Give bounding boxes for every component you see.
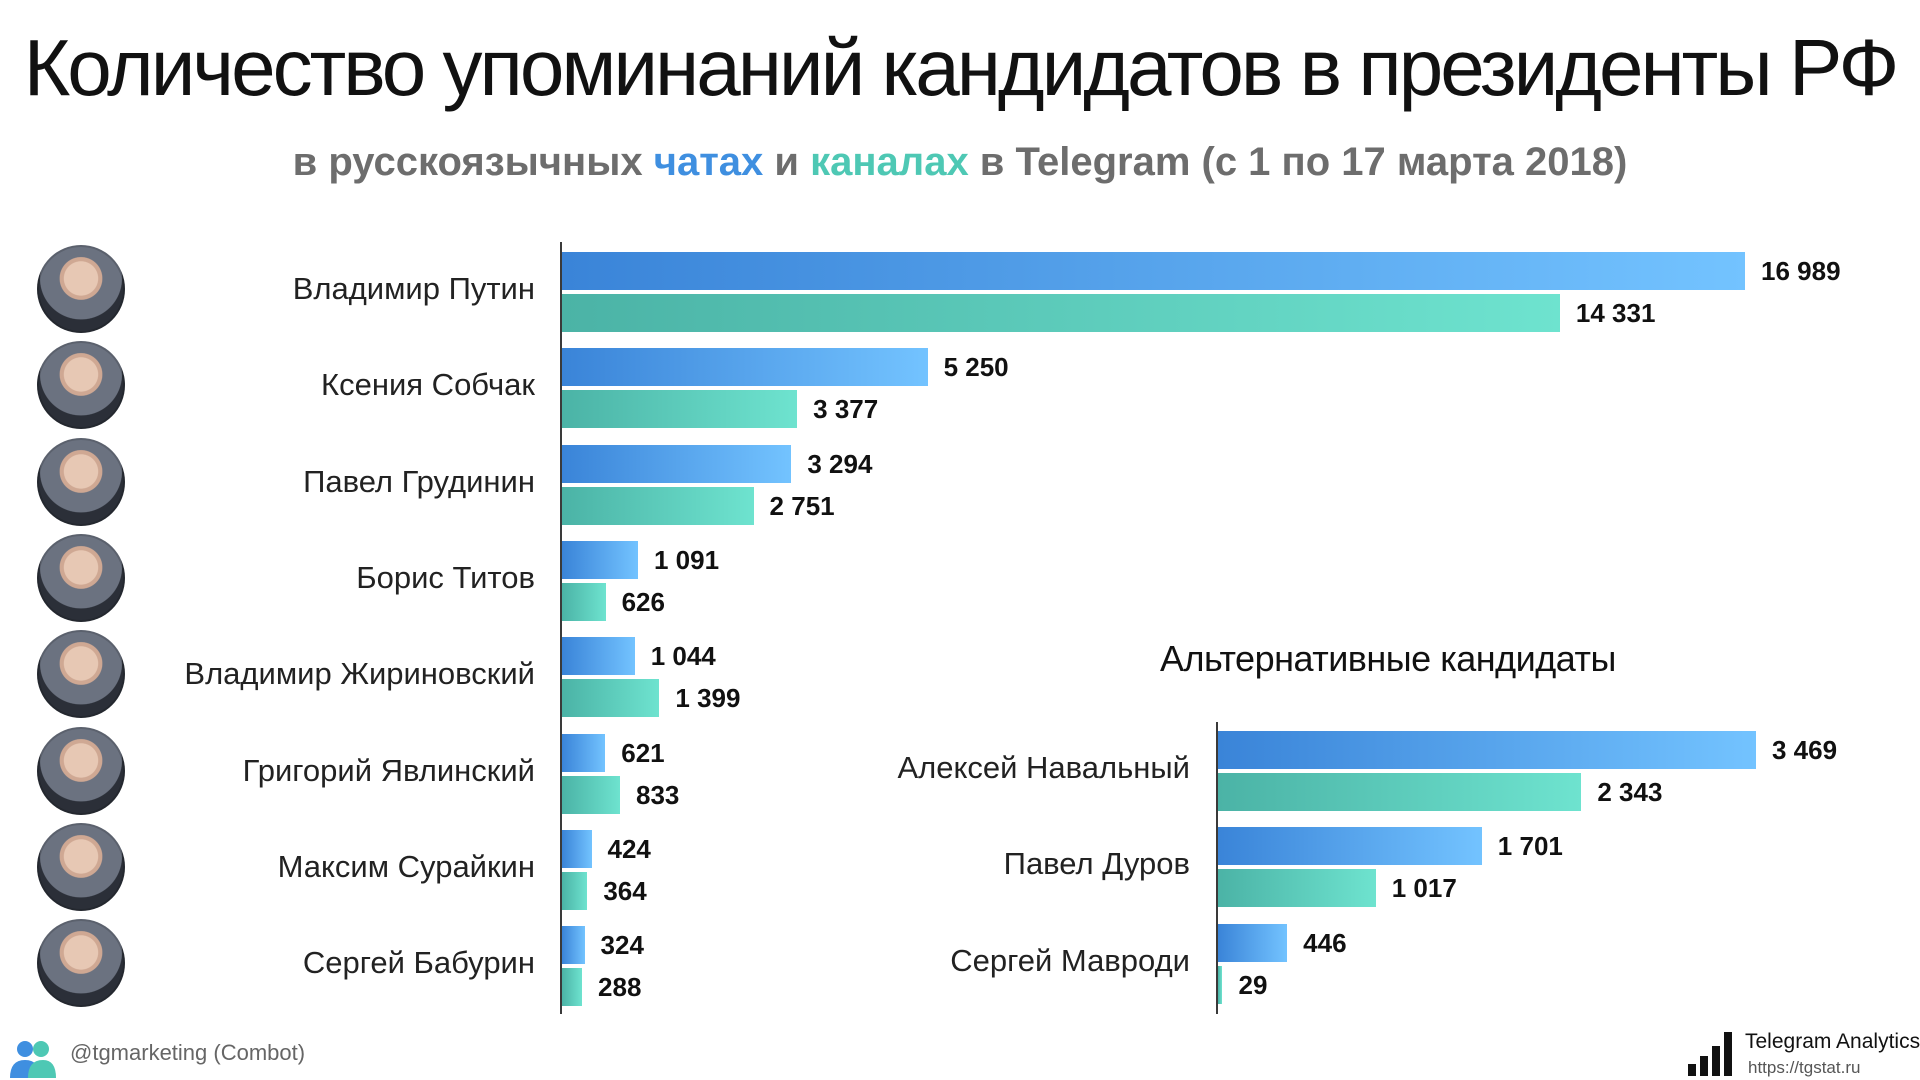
bar-chats xyxy=(1218,731,1756,769)
bar-chats xyxy=(562,637,635,676)
chart-subtitle: в русскоязычных чатах и каналах в Telegr… xyxy=(0,140,1920,185)
bar-chats xyxy=(562,733,606,772)
bar-channels xyxy=(562,390,798,429)
data-label: 2 343 xyxy=(1597,777,1663,807)
data-label: 2 751 xyxy=(769,490,835,521)
bar-channels xyxy=(562,486,754,525)
data-label: 833 xyxy=(636,779,680,810)
bar-channels xyxy=(562,582,606,621)
bar-channels xyxy=(1218,773,1582,811)
candidate-avatar xyxy=(37,245,125,333)
subtitle-suffix: в Telegram (с 1 по 17 марта 2018) xyxy=(968,140,1628,184)
category-label: Павел Дуров xyxy=(1003,846,1190,882)
data-label: 1 399 xyxy=(675,683,741,714)
bar-channels xyxy=(562,871,588,910)
data-label: 5 250 xyxy=(943,352,1009,383)
data-label: 364 xyxy=(603,875,647,906)
data-label: 16 989 xyxy=(1761,256,1841,286)
data-label: 1 044 xyxy=(650,641,716,672)
category-label: Борис Титов xyxy=(356,559,535,595)
category-label: Сергей Мавроди xyxy=(950,942,1190,978)
subtitle-prefix: в русскоязычных xyxy=(292,140,654,184)
bar-chats xyxy=(562,540,638,579)
candidate-avatar xyxy=(37,630,125,719)
subtitle-channels: каналах xyxy=(810,140,969,184)
bar-chats xyxy=(562,926,585,965)
bar-chats xyxy=(1218,827,1482,866)
category-label: Григорий Явлинский xyxy=(242,752,535,788)
candidate-avatar xyxy=(37,533,125,622)
footer-credit: @tgmarketing (Combot) xyxy=(70,1040,306,1065)
brand-url: https://tgstat.ru xyxy=(1748,1058,1861,1077)
bar-channels xyxy=(1218,869,1376,908)
brand-title: Telegram Analytics xyxy=(1745,1030,1920,1053)
bar-chats xyxy=(562,348,928,387)
subtitle-chats: чатах xyxy=(653,140,764,184)
data-label: 3 469 xyxy=(1772,735,1838,765)
data-label: 324 xyxy=(600,930,644,961)
data-label: 626 xyxy=(621,586,665,617)
alt-axis xyxy=(1216,722,1218,1014)
data-label: 446 xyxy=(1303,927,1347,958)
alt-chart-title: Альтернативные кандидаты xyxy=(1160,638,1616,679)
candidate-avatar xyxy=(37,341,125,430)
data-label: 424 xyxy=(607,833,651,864)
category-label: Алексей Навальный xyxy=(897,750,1190,785)
category-label: Сергей Бабурин xyxy=(302,945,535,981)
bar-chart-icon xyxy=(1688,1032,1732,1076)
data-label: 288 xyxy=(598,972,642,1003)
category-label: Ксения Собчак xyxy=(321,367,535,403)
category-label: Владимир Путин xyxy=(292,271,535,306)
category-label: Владимир Жириновский xyxy=(184,656,535,692)
bar-channels xyxy=(562,968,583,1007)
data-label: 1 701 xyxy=(1497,831,1563,862)
users-icon xyxy=(10,1041,56,1078)
main-axis xyxy=(560,242,562,1014)
category-label: Павел Грудинин xyxy=(303,463,535,499)
candidate-avatar xyxy=(37,919,125,1008)
bar-chats xyxy=(562,252,1745,290)
chart-title: Количество упоминаний кандидатов в прези… xyxy=(23,23,1900,112)
bar-chats xyxy=(1218,923,1288,962)
data-label: 621 xyxy=(621,737,665,768)
data-label: 14 331 xyxy=(1575,298,1656,328)
data-label: 3 294 xyxy=(807,448,873,479)
candidate-avatar xyxy=(37,822,125,911)
bar-channels xyxy=(562,775,620,814)
subtitle-middle: и xyxy=(763,140,811,184)
data-label: 3 377 xyxy=(813,394,879,425)
bar-chats xyxy=(562,444,792,483)
data-label: 29 xyxy=(1238,969,1268,1000)
bar-channels xyxy=(562,294,1560,332)
candidate-avatar xyxy=(37,726,125,815)
data-label: 1 091 xyxy=(653,544,720,575)
data-label: 1 017 xyxy=(1391,873,1457,904)
bar-chats xyxy=(562,829,592,868)
category-label: Максим Сурайкин xyxy=(277,848,535,884)
bar-channels xyxy=(1218,965,1223,1004)
candidate-avatar xyxy=(37,437,125,526)
bar-channels xyxy=(562,679,660,718)
